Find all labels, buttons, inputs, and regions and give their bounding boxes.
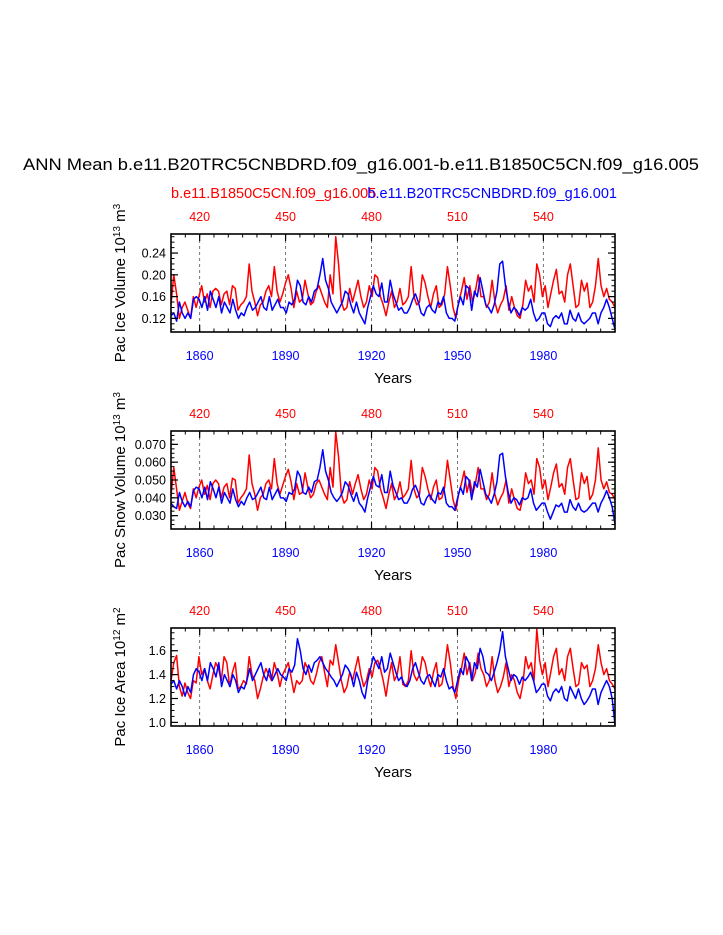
x-bottom-tick-label: 1920 (358, 349, 386, 363)
y-axis-label: Pac Ice Area 1012 m2 (112, 607, 130, 747)
x-bottom-tick-label: 1950 (444, 349, 472, 363)
y-tick-label: 0.040 (135, 491, 166, 505)
x-top-tick-label: 540 (533, 604, 554, 618)
x-bottom-tick-label: 1980 (529, 743, 557, 757)
x-bottom-tick-label: 1920 (358, 743, 386, 757)
y-tick-label: 0.16 (142, 290, 166, 304)
x-axis-label: Years (374, 370, 412, 387)
x-top-tick-label: 480 (361, 407, 382, 421)
x-bottom-tick-label: 1980 (529, 546, 557, 560)
x-top-tick-label: 450 (275, 210, 296, 224)
y-tick-label: 1.6 (149, 644, 166, 658)
x-top-tick-label: 540 (533, 407, 554, 421)
x-bottom-tick-label: 1890 (272, 546, 300, 560)
y-axis-label-ylabel-unit: m (112, 398, 129, 415)
x-axis-label: Years (374, 567, 412, 584)
y-axis-label-ylabel-main: Pac Snow Volume 10 (112, 425, 129, 568)
y-axis-label-ylabel-exp: 12 (112, 629, 123, 641)
panel-snow_volume: 0.030 0.040 0.050 0.060 0.070 1860 1890 1920 195… (112, 392, 616, 584)
series-line-blue (170, 257, 616, 330)
y-tick-label: 0.20 (142, 268, 166, 282)
x-bottom-tick-label: 1860 (186, 743, 214, 757)
y-axis-label-ylabel-main: Pac Ice Area 10 (112, 641, 129, 747)
x-top-tick-label: 420 (189, 604, 210, 618)
y-tick-label: 0.070 (135, 438, 166, 452)
y-tick-label: 0.050 (135, 474, 166, 488)
x-top-tick-label: 510 (447, 407, 468, 421)
x-top-tick-label: 420 (189, 407, 210, 421)
plot-frame (170, 233, 616, 333)
x-top-tick-label: 450 (275, 604, 296, 618)
x-bottom-tick-label: 1860 (186, 546, 214, 560)
y-tick-label: 0.030 (135, 509, 166, 523)
y-axis-label: Pac Ice Volume 1013 m3 (112, 203, 130, 362)
x-top-tick-label: 420 (189, 210, 210, 224)
series-line-red (170, 235, 616, 320)
plot-frame (170, 627, 616, 727)
x-axis-label: Years (374, 764, 412, 781)
y-axis-label-ylabel-unit: m (112, 613, 129, 630)
figure-title: ANN Mean b.e11.B20TRC5CNBDRD.f09_g16.001… (23, 156, 699, 174)
x-top-tick-label: 450 (275, 407, 296, 421)
x-top-tick-label: 480 (361, 210, 382, 224)
panel-ice_area: 1.0 1.2 1.4 1.6 1860 1890 1920 1950 1980 420 450 48… (112, 604, 616, 781)
x-bottom-tick-label: 1890 (272, 743, 300, 757)
y-axis-label-ylabel-unit-exp: 2 (112, 607, 123, 613)
x-bottom-tick-label: 1920 (358, 546, 386, 560)
y-tick-label: 0.12 (142, 312, 166, 326)
y-axis-label-ylabel-exp: 13 (112, 414, 123, 426)
y-axis-label-ylabel-main: Pac Ice Volume 10 (112, 237, 129, 362)
series-line-red (170, 431, 616, 512)
y-axis-label-ylabel-exp: 13 (112, 226, 123, 238)
y-tick-label: 0.060 (135, 456, 166, 470)
y-tick-label: 1.4 (149, 668, 166, 682)
x-bottom-tick-label: 1860 (186, 349, 214, 363)
y-axis-label: Pac Snow Volume 1013 m3 (112, 392, 130, 568)
x-top-tick-label: 510 (447, 604, 468, 618)
x-bottom-tick-label: 1890 (272, 349, 300, 363)
series-line-red (170, 628, 616, 700)
y-axis-label-ylabel-unit: m (112, 209, 129, 226)
y-tick-label: 1.0 (149, 716, 166, 730)
y-axis-label-ylabel-unit-exp: 3 (112, 203, 123, 209)
series-line-blue (170, 630, 616, 725)
legend-red-label: b.e11.B1850C5CN.f09_g16.005 (171, 186, 376, 202)
x-bottom-tick-label: 1950 (444, 546, 472, 560)
y-tick-label: 0.24 (142, 247, 166, 261)
y-tick-label: 1.2 (149, 692, 166, 706)
x-top-tick-label: 480 (361, 604, 382, 618)
x-bottom-tick-label: 1980 (529, 349, 557, 363)
legend-blue-label: b.e11.B20TRC5CNBDRD.f09_g16.001 (367, 186, 617, 202)
panel-ice_volume: 0.12 0.16 0.20 0.24 1860 1890 1920 1950 1980 420 4… (112, 203, 616, 387)
x-bottom-tick-label: 1950 (444, 743, 472, 757)
x-top-tick-label: 510 (447, 210, 468, 224)
x-top-tick-label: 540 (533, 210, 554, 224)
y-axis-label-ylabel-unit-exp: 3 (112, 392, 123, 398)
series-line-blue (170, 448, 616, 525)
